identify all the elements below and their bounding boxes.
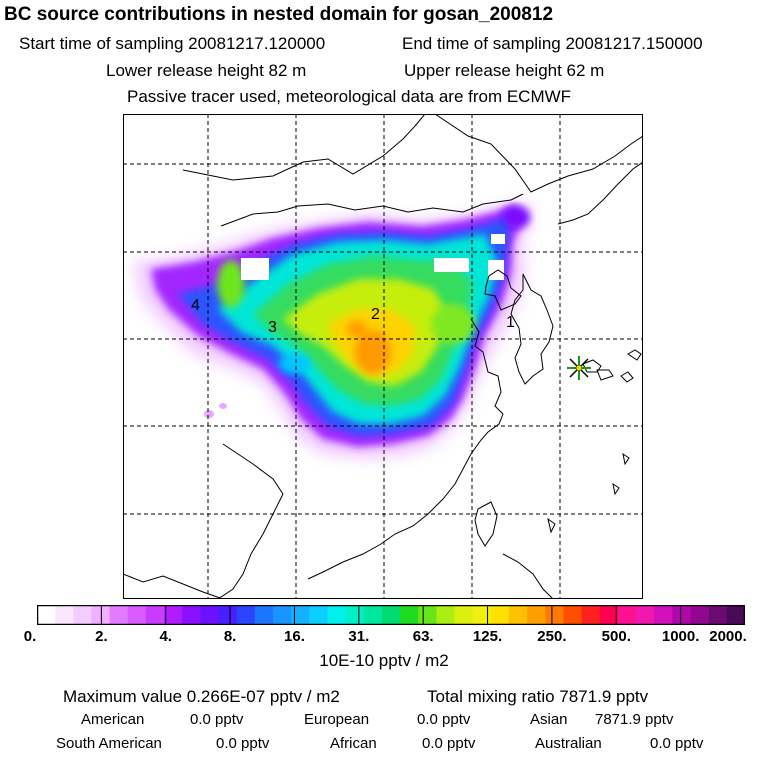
colorbar-swatch — [581, 605, 601, 625]
colorbar-tick-label: 0. — [23, 628, 37, 645]
asterisk-icon — [567, 356, 591, 380]
source-contribution-map: 1 2 3 4 — [123, 114, 643, 599]
colorbar-tick-label: 125. — [472, 628, 503, 645]
colorbar-swatch — [454, 605, 474, 625]
colorbar-swatch — [690, 605, 710, 625]
colorbar-swatch — [145, 605, 165, 625]
colorbar-swatch — [363, 605, 383, 625]
colorbar-swatch — [472, 605, 492, 625]
colorbar-tick-label: 2000. — [709, 628, 747, 645]
map-frame — [123, 114, 643, 599]
colorbar-tick-label: 31. — [348, 628, 370, 645]
colorbar-tick-label: 1000. — [661, 628, 700, 645]
colorbar-swatch — [654, 605, 673, 625]
european-label: European — [304, 711, 370, 728]
south-american-value: 0.0 pptv — [216, 735, 270, 752]
colorbar-swatch — [381, 605, 401, 625]
plot-title: BC source contributions in nested domain… — [4, 4, 554, 25]
american-value: 0.0 pptv — [190, 711, 244, 728]
colorbar-swatch — [91, 605, 111, 625]
colorbar-swatch — [400, 605, 419, 625]
colorbar-swatch — [37, 605, 56, 625]
colorbar-swatch — [599, 605, 619, 625]
model-note: Passive tracer used, meteorological data… — [127, 87, 572, 106]
colorbar-swatch — [436, 605, 456, 625]
american-label: American — [81, 711, 145, 728]
source-label-4: 4 — [191, 297, 200, 314]
colorbar-frame — [36, 604, 746, 626]
upper-release-height: Upper release height 62 m — [404, 61, 605, 80]
colorbar-swatch — [418, 605, 437, 625]
african-label: African — [330, 735, 377, 752]
colorbar-swatch — [73, 605, 92, 625]
colorbar-swatch — [164, 605, 183, 625]
colorbar-swatch — [636, 605, 655, 625]
colorbar-swatch — [545, 605, 564, 625]
australian-label: Australian — [535, 735, 602, 752]
african-value: 0.0 pptv — [422, 735, 476, 752]
plume-field — [133, 202, 533, 459]
colorbar-swatch — [345, 605, 365, 625]
colorbar-swatch — [490, 605, 510, 625]
colorbar-swatch — [726, 605, 746, 625]
colorbar-swatch — [563, 605, 583, 625]
colorbar-swatch — [509, 605, 528, 625]
colorbar-swatch — [109, 605, 129, 625]
colorbar-tick-label: 2. — [95, 628, 108, 645]
colorbar-unit: 10E-10 pptv / m2 — [319, 651, 449, 670]
colorbar-swatch — [617, 605, 637, 625]
end-time: End time of sampling 20081217.150000 — [402, 34, 703, 53]
source-label-1: 1 — [506, 314, 515, 331]
colorbar-swatches — [36, 604, 746, 626]
lower-release-height: Lower release height 82 m — [106, 61, 307, 80]
colorbar-tick-label: 8. — [223, 628, 237, 645]
colorbar-swatch — [708, 605, 728, 625]
australian-value: 0.0 pptv — [650, 735, 704, 752]
colorbar-swatch — [200, 605, 220, 625]
colorbar-tick-label: 500. — [601, 628, 631, 645]
south-american-label: South American — [56, 735, 162, 752]
colorbar-tick-label: 16. — [284, 628, 305, 645]
colorbar-swatch — [309, 605, 328, 625]
colorbar-swatch — [527, 605, 546, 625]
asian-label: Asian — [530, 711, 568, 728]
colorbar-tick-label: 250. — [537, 628, 567, 645]
colorbar — [36, 604, 746, 626]
colorbar-swatch — [127, 605, 147, 625]
european-value: 0.0 pptv — [417, 711, 471, 728]
colorbar-swatch — [236, 605, 256, 625]
colorbar-swatch — [327, 605, 347, 625]
colorbar-swatch — [273, 605, 292, 625]
lat-lon-grid — [123, 114, 643, 599]
colorbar-swatch — [182, 605, 201, 625]
total-mixing-ratio: Total mixing ratio 7871.9 pptv — [427, 687, 649, 706]
colorbar-swatch — [254, 605, 274, 625]
asian-value: 7871.9 pptv — [595, 711, 674, 728]
colorbar-swatch — [218, 605, 238, 625]
source-label-2: 2 — [371, 306, 380, 323]
start-time: Start time of sampling 20081217.120000 — [19, 34, 326, 53]
colorbar-swatch — [291, 605, 310, 625]
colorbar-swatch — [55, 605, 74, 625]
colorbar-swatch — [672, 605, 692, 625]
colorbar-tick-label: 4. — [159, 628, 172, 645]
max-value: Maximum value 0.266E-07 pptv / m2 — [63, 687, 340, 706]
colorbar-tick-label: 63. — [412, 628, 434, 645]
source-label-3: 3 — [268, 319, 277, 336]
coastlines — [123, 114, 643, 599]
